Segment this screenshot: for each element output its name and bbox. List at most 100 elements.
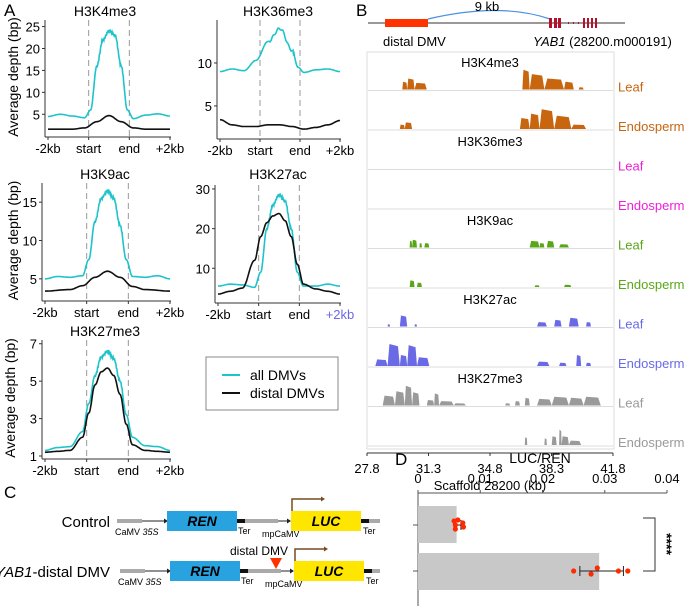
construct-row-control: Control CaMV 35S REN Ter mpCaMV LUC Ter [62,496,380,539]
construct-name: YAB1-distal DMV [0,564,110,581]
bar-group-control [413,506,467,543]
track-h3k36me3-endosperm: Endosperm [368,198,684,213]
track-mark-title: H3K9ac [467,213,514,228]
y-tick-label: 5 [205,99,212,114]
y-tick-label: 15 [26,63,40,78]
terminator-2-label: Ter [366,576,379,586]
signal-peak [522,69,530,90]
luc-label: LUC [312,513,342,529]
plot-title: H3K36me3 [243,3,313,19]
profile-plot-h3k9ac: H3K9ac 5 10 15 -2kb start end +2kb Average depth… [5,166,184,320]
signal-peak [424,243,430,248]
track-tissue-label: Endosperm [618,435,684,450]
plot-title: H3K9ac [80,166,130,182]
data-point [594,565,600,571]
signal-peak [576,355,582,366]
signal-peak [583,396,601,406]
loop-arc [427,9,551,20]
exon [578,22,579,24]
signal-peak [544,438,547,445]
signal-peak [402,81,408,90]
signal-peak [544,78,564,90]
axis-label: Scaffold 28200 (kb) [434,478,547,493]
panel-label-c: C [4,483,16,502]
series-distal-dmvs [44,367,171,454]
transcription-arrowhead [321,496,325,502]
track-h3k4me3-endosperm: Endosperm [368,109,684,134]
y-tick-label: 25 [26,20,40,35]
signal-peak [426,400,435,406]
browser-x-axis: 27.8 31.3 34.8 38.3 41.8 Scaffold 28200 (kb) [354,452,626,493]
track-mark-title: H3K4me3 [461,55,519,70]
series-distal-dmvs [217,212,341,295]
y-tick-label: 20 [196,222,210,237]
yab1-exons [549,18,597,28]
y-tick-label: 5 [33,107,40,122]
construct-row-yab1-distal-dmv: YAB1-distal DMV CaMV 35S REN Ter mpCaMV LUC Te… [0,544,380,589]
signal-peak [439,401,454,406]
y-tick-label: 10 [196,261,210,276]
data-point [625,568,631,574]
loop-label: 9 kb [475,0,500,14]
signal-peak [404,385,413,406]
signal-peak [524,437,528,445]
signal-peak [537,322,547,327]
signal-peak [404,122,413,129]
x-tick-label: start [76,141,102,156]
profile-plot-h3k36me3: H3K36me3 5 10 -2kb start end +2kb [198,3,355,158]
terminator-2-label: Ter [363,526,376,536]
signal-peak [387,324,391,327]
data-point [615,568,622,574]
signal-peak [414,324,417,327]
promoter-label: CaMV 35S [115,527,159,537]
signal-peak [519,118,530,129]
series-distal-dmvs [48,114,170,130]
track-tissue-label: Leaf [618,317,644,332]
y-tick-label: 5 [30,272,37,287]
track-tissue-label: Endosperm [618,277,684,292]
promoter-label-italic: 35S [146,577,162,587]
series-all-dmvs [44,349,171,452]
track-h3k27me3-leaf: H3K27me3 Leaf [368,371,644,411]
insert-label: distal DMV [230,544,288,558]
mp-arrow-head [290,568,294,574]
y-axis-label: Average depth (bp) [5,17,21,137]
insert-triangle [270,558,282,569]
data-point [452,526,458,532]
significance-bracket [643,517,656,572]
ren-box [167,511,237,531]
signal-peak [505,403,511,406]
construct-name-italic: YAB1 [0,564,32,581]
x-tick-label: end [288,307,310,322]
signal-peak [586,362,591,366]
bar [418,553,600,590]
plot-title: H3K27ac [249,166,307,182]
signal-peak [399,315,408,327]
legend-label-distal-dmvs: distal DMVs [250,385,325,401]
track-tissue-label: Leaf [618,396,644,411]
exon [549,18,552,28]
significance-label: **** [659,533,675,555]
signal-peak [412,392,420,406]
construct-name: Control [62,514,110,531]
profile-plot-h3k4me3: H3K4me3 5 10 15 20 25 -2kb start end +2kb Average … [5,3,184,156]
axis-tick-label: 38.3 [539,461,564,476]
signal-peak [453,403,466,406]
bar [418,506,457,543]
track-mark-title: H3K27ac [463,292,517,307]
luc-box [291,511,361,531]
promoter-label-text: CaMV [118,577,146,587]
axis-tick-label: 27.8 [354,461,379,476]
y-tick-label: 1 [30,449,37,464]
x-tick-label: end [289,143,311,158]
track-tissue-label: Endosperm [618,198,684,213]
signal-peak [515,401,520,406]
y-tick-label: 30 [196,182,210,197]
signal-peak [409,240,413,248]
exon [583,18,585,28]
panel-label-d: D [395,450,407,469]
signal-peak [539,109,555,129]
signal-peak [551,436,557,445]
signal-peak [564,81,574,90]
